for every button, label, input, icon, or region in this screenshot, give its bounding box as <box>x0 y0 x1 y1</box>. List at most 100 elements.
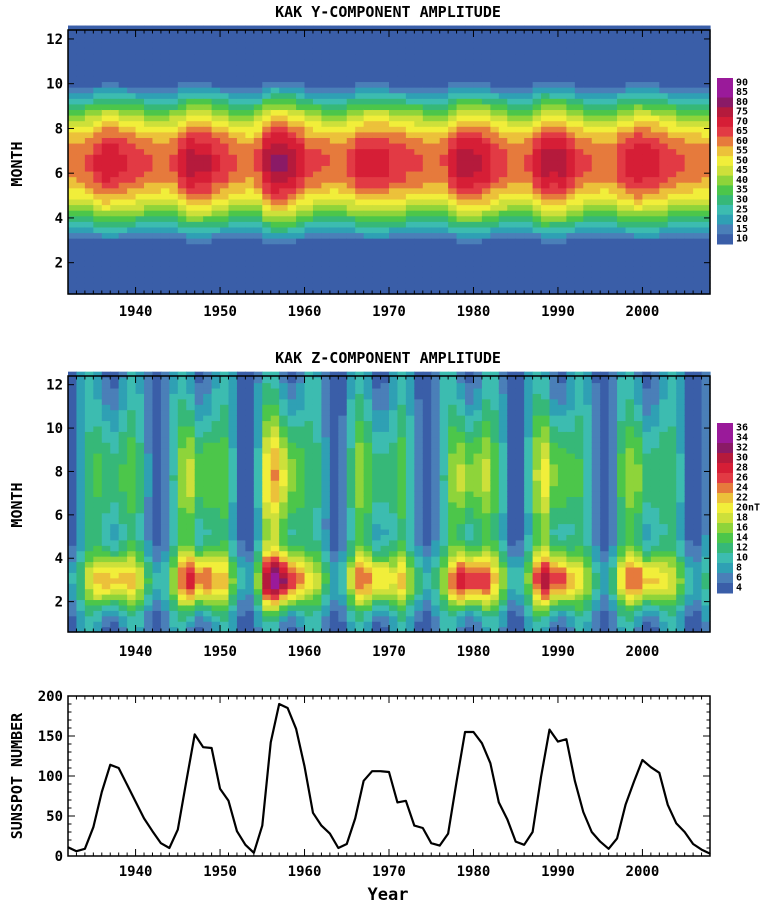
heatmap-cell <box>228 507 238 514</box>
heatmap-cell <box>93 277 103 284</box>
heatmap-cell <box>549 277 559 284</box>
heatmap-cell <box>642 198 652 206</box>
heatmap-cell <box>617 131 627 138</box>
heatmap-cell <box>650 221 660 228</box>
heatmap-cell <box>220 25 230 32</box>
heatmap-cell <box>177 198 187 206</box>
heatmap-cell <box>456 159 466 166</box>
heatmap-cell <box>414 254 424 262</box>
heatmap-cell <box>439 53 449 60</box>
heatmap-cell <box>684 92 694 99</box>
heatmap-cell <box>490 81 500 88</box>
heatmap-cell <box>507 120 517 127</box>
heatmap-cell <box>152 260 162 267</box>
heatmap-cell <box>431 182 441 189</box>
heatmap-cell <box>481 137 491 144</box>
heatmap-cell <box>608 115 618 122</box>
heatmap-cell <box>169 371 179 378</box>
heatmap-cell <box>566 75 576 83</box>
heatmap-cell <box>135 282 145 289</box>
heatmap-cell <box>253 561 263 568</box>
heatmap-cell <box>160 210 170 217</box>
colorbar-label: 85 <box>736 87 748 98</box>
heatmap-cell <box>659 260 669 267</box>
heatmap-cell <box>211 556 221 563</box>
heatmap-cell <box>625 282 635 289</box>
heatmap-cell <box>448 243 458 250</box>
heatmap-cell <box>642 31 652 38</box>
heatmap-cell <box>574 198 584 206</box>
heatmap-cell <box>583 103 593 111</box>
heatmap-cell <box>296 277 306 284</box>
heatmap-cell <box>329 260 339 267</box>
heatmap-cell <box>177 594 187 601</box>
heatmap-cell <box>312 193 323 200</box>
heatmap-cell <box>498 266 508 273</box>
heatmap-cell <box>152 523 162 530</box>
heatmap-cell <box>127 170 137 178</box>
heatmap-cell <box>650 249 660 256</box>
heatmap-cell <box>659 142 669 150</box>
heatmap-cell <box>270 98 280 105</box>
heatmap-cell <box>110 64 120 71</box>
heatmap-cell <box>397 226 407 234</box>
heatmap-cell <box>118 409 128 416</box>
heatmap-cell <box>287 159 297 166</box>
heatmap-cell <box>245 528 255 535</box>
heatmap-cell <box>245 182 255 189</box>
heatmap-cell <box>245 556 255 563</box>
heatmap-cell <box>118 550 128 557</box>
heatmap-cell <box>667 137 677 144</box>
heatmap-cell <box>414 98 424 105</box>
heatmap-cell <box>177 545 187 552</box>
heatmap-cell <box>101 485 111 492</box>
heatmap-cell <box>617 142 627 150</box>
heatmap-cell <box>220 453 230 460</box>
heatmap-cell <box>110 490 120 497</box>
heatmap-cell <box>287 193 297 200</box>
heatmap-cell <box>676 182 686 189</box>
heatmap-cell <box>524 271 534 278</box>
heatmap-cell <box>144 387 154 394</box>
heatmap-cell <box>667 87 677 94</box>
heatmap-cell <box>84 64 94 71</box>
heatmap-cell <box>211 447 221 454</box>
heatmap-cell <box>169 485 179 492</box>
heatmap-cell <box>617 238 627 245</box>
heatmap-cell <box>473 271 483 278</box>
heatmap-cell <box>236 232 246 239</box>
heatmap-cell <box>160 604 170 611</box>
heatmap-cell <box>177 271 187 278</box>
heatmap-cell <box>253 170 263 178</box>
heatmap-cell <box>667 154 677 161</box>
heatmap-cell <box>203 588 213 595</box>
heatmap-cell <box>160 221 170 228</box>
heatmap-cell <box>448 226 458 234</box>
heatmap-cell <box>557 126 567 133</box>
heatmap-cell <box>346 277 356 284</box>
heatmap-cell <box>608 148 618 155</box>
heatmap-cell <box>220 198 230 206</box>
heatmap-cell <box>169 453 179 460</box>
heatmap-cell <box>68 604 78 611</box>
heatmap-cell <box>253 288 263 295</box>
heatmap-cell <box>245 572 255 579</box>
heatmap-cell <box>135 490 145 497</box>
heatmap-cell <box>473 47 483 55</box>
heatmap-cell <box>76 81 86 88</box>
heatmap-cell <box>135 425 145 432</box>
heatmap-cell <box>532 277 542 284</box>
heatmap-cell <box>600 243 610 250</box>
heatmap-cell <box>135 36 145 43</box>
heatmap-cell <box>177 47 187 55</box>
heatmap-cell <box>93 232 103 239</box>
heatmap-cell <box>591 271 601 278</box>
heatmap-cell <box>84 103 94 111</box>
heatmap-cell <box>312 142 323 150</box>
heatmap-cell <box>220 221 230 228</box>
heatmap-cell <box>211 371 221 378</box>
heatmap-cell <box>625 92 635 99</box>
heatmap-cell <box>93 528 103 535</box>
heatmap-cell <box>549 115 559 122</box>
heatmap-cell <box>169 577 179 584</box>
